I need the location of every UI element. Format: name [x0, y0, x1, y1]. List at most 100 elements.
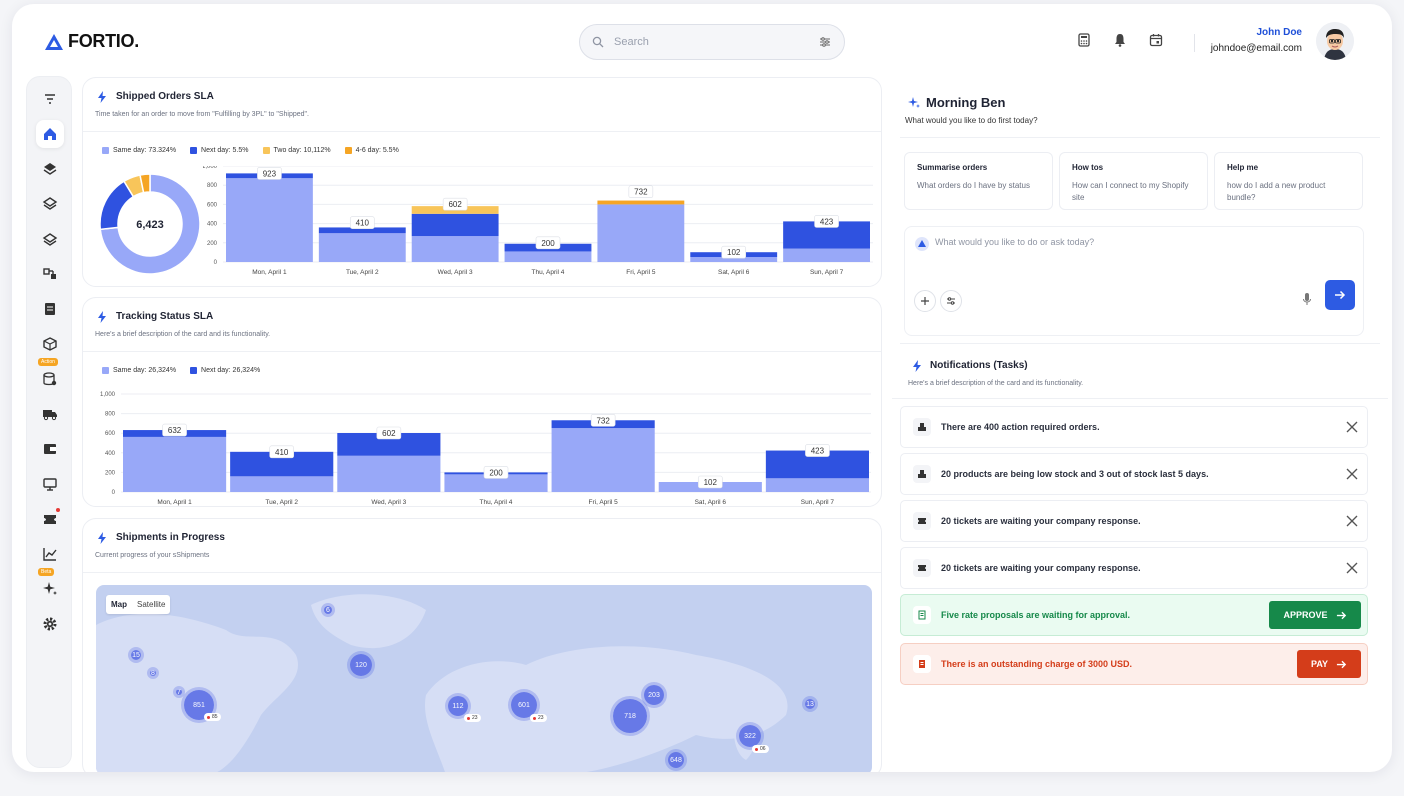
map-cluster[interactable]: 601 — [508, 689, 540, 721]
send-button[interactable] — [1325, 280, 1355, 310]
avatar[interactable] — [1316, 22, 1354, 60]
notification-item[interactable]: 20 tickets are waiting your company resp… — [900, 500, 1368, 542]
options-button[interactable] — [940, 290, 962, 312]
bar-segment-same-day[interactable] — [123, 436, 227, 492]
search-bar[interactable] — [579, 24, 845, 60]
map-cluster[interactable]: 15 — [128, 647, 144, 663]
brand-logo[interactable]: FORTIO. — [44, 31, 139, 52]
app-window: FORTIO. John Doe johndoe@email.com Actio… — [12, 4, 1392, 772]
sidebar-item-home[interactable] — [36, 120, 64, 148]
bar-segment-4-6-day[interactable] — [597, 200, 685, 205]
suggestion-desc: How can I connect to my Shopify site — [1072, 181, 1189, 202]
data-label-box — [805, 444, 830, 457]
sidebar-tag: Beta — [38, 568, 55, 576]
map-cluster[interactable]: 120 — [347, 651, 375, 679]
notification-item[interactable]: 20 tickets are waiting your company resp… — [900, 547, 1368, 589]
ask-box[interactable] — [904, 226, 1364, 336]
bar-segment-same-day[interactable] — [504, 251, 592, 262]
bar-segment-same-day[interactable] — [444, 474, 548, 492]
payment-notification: There is an outstanding charge of 3000 U… — [900, 643, 1368, 685]
notification-item[interactable]: 20 products are being low stock and 3 ou… — [900, 453, 1368, 495]
map-alert-badge[interactable]: 23 — [464, 714, 481, 722]
fortio-logo-icon — [45, 33, 63, 50]
sidebar-item-box[interactable] — [36, 330, 64, 358]
receipt-icon — [913, 606, 931, 624]
bar-segment-same-day[interactable] — [318, 233, 406, 262]
bar-segment-same-day[interactable] — [337, 455, 441, 492]
sidebar-item-ticket[interactable] — [36, 505, 64, 533]
ask-input[interactable] — [935, 237, 1335, 247]
suggestion-how-tos[interactable]: How tos How can I connect to my Shopify … — [1059, 152, 1208, 210]
sidebar-item-monitor[interactable] — [36, 470, 64, 498]
suggestion-help-me[interactable]: Help me how do I add a new product bundl… — [1214, 152, 1363, 210]
bar-segment-same-day[interactable] — [783, 248, 870, 262]
map-cluster[interactable]: 718 — [610, 696, 650, 736]
calculator-icon[interactable] — [1076, 32, 1092, 48]
bar-segment-same-day[interactable] — [765, 478, 869, 492]
map-cluster[interactable]: 648 — [665, 749, 687, 771]
calendar-icon[interactable] — [1148, 32, 1164, 48]
close-icon[interactable] — [1337, 468, 1367, 480]
arrow-right-icon — [1335, 290, 1346, 300]
map-type-toggle[interactable]: Map Satellite — [106, 595, 171, 614]
map-alert-badge[interactable]: 06 — [752, 745, 769, 753]
sidebar-item-integration[interactable] — [36, 260, 64, 288]
notifications-title: Notifications (Tasks) — [930, 360, 1028, 371]
map-cluster[interactable]: 322 — [736, 722, 764, 750]
search-input[interactable] — [614, 36, 818, 48]
map-cluster[interactable]: 13 — [802, 696, 818, 712]
notification-dot — [56, 508, 60, 512]
data-label-box — [442, 197, 468, 211]
map-cluster[interactable]: 7 — [173, 686, 185, 698]
bar-segment-same-day[interactable] — [230, 476, 334, 492]
close-icon[interactable] — [1337, 515, 1367, 527]
sidebar-item-settings[interactable] — [36, 610, 64, 638]
suggestion-summarise-orders[interactable]: Summarise orders What orders do I have b… — [904, 152, 1053, 210]
map-tab-map[interactable]: Map — [111, 600, 127, 609]
filter-settings-icon[interactable] — [818, 35, 832, 49]
close-icon[interactable] — [1337, 562, 1367, 574]
sidebar-item-sparkle[interactable] — [36, 575, 64, 603]
bar-segment-next-day[interactable] — [337, 433, 441, 456]
x-tick-label: Sat, April 6 — [718, 269, 750, 276]
user-info[interactable]: John Doe johndoe@email.com — [1198, 27, 1302, 54]
map-cluster[interactable]: 8 — [147, 667, 159, 679]
bell-icon[interactable] — [1112, 32, 1128, 48]
map-tab-satellite[interactable]: Satellite — [137, 600, 166, 609]
sidebar-item-database-settings[interactable] — [36, 365, 64, 393]
bar-segment-same-day[interactable] — [411, 236, 499, 262]
map-alert-badge[interactable]: 23 — [530, 714, 547, 722]
shipments-map[interactable]: Map Satellite 6 15 8 120 7 851 112 601 203 718 13 3… — [96, 585, 872, 772]
sidebar-item-layers[interactable] — [36, 155, 64, 183]
sidebar-item-wallet[interactable] — [36, 435, 64, 463]
map-alert-badge[interactable]: 85 — [204, 713, 221, 721]
bar-segment-same-day[interactable] — [690, 257, 778, 262]
sidebar-tag: Action — [38, 358, 58, 366]
data-label-box — [162, 423, 187, 437]
close-icon[interactable] — [1337, 421, 1367, 433]
legend-same-day: Same day: 26,324% — [102, 367, 176, 374]
map-cluster[interactable]: 6 — [321, 603, 335, 617]
bar-segment-same-day[interactable] — [597, 204, 685, 262]
sidebar-item-filter[interactable] — [36, 85, 64, 113]
bar-segment-same-day[interactable] — [551, 428, 655, 492]
sidebar-item-document[interactable] — [36, 295, 64, 323]
wallet-icon — [44, 444, 56, 454]
x-tick-label: Sun, April 7 — [810, 269, 844, 276]
bar-segment-same-day[interactable] — [226, 178, 313, 262]
approve-button[interactable]: APPROVE — [1269, 601, 1361, 629]
map-cluster[interactable]: 112 — [445, 693, 471, 719]
notification-item[interactable]: There are 400 action required orders. — [900, 406, 1368, 448]
map-cluster[interactable]: 203 — [641, 682, 667, 708]
sidebar-item-layers-outline[interactable] — [36, 190, 64, 218]
sidebar-item-stack[interactable] — [36, 225, 64, 253]
bar-segment-next-day[interactable] — [411, 213, 499, 237]
sidebar-item-analytics[interactable] — [36, 540, 64, 568]
data-label-box — [590, 413, 616, 427]
add-attachment-button[interactable] — [914, 290, 936, 312]
pay-button[interactable]: PAY — [1297, 650, 1361, 678]
bar-segment-next-day[interactable] — [318, 227, 406, 234]
microphone-icon[interactable] — [1302, 292, 1312, 306]
sidebar-item-truck[interactable] — [36, 400, 64, 428]
y-tick-label: 800 — [105, 412, 116, 418]
